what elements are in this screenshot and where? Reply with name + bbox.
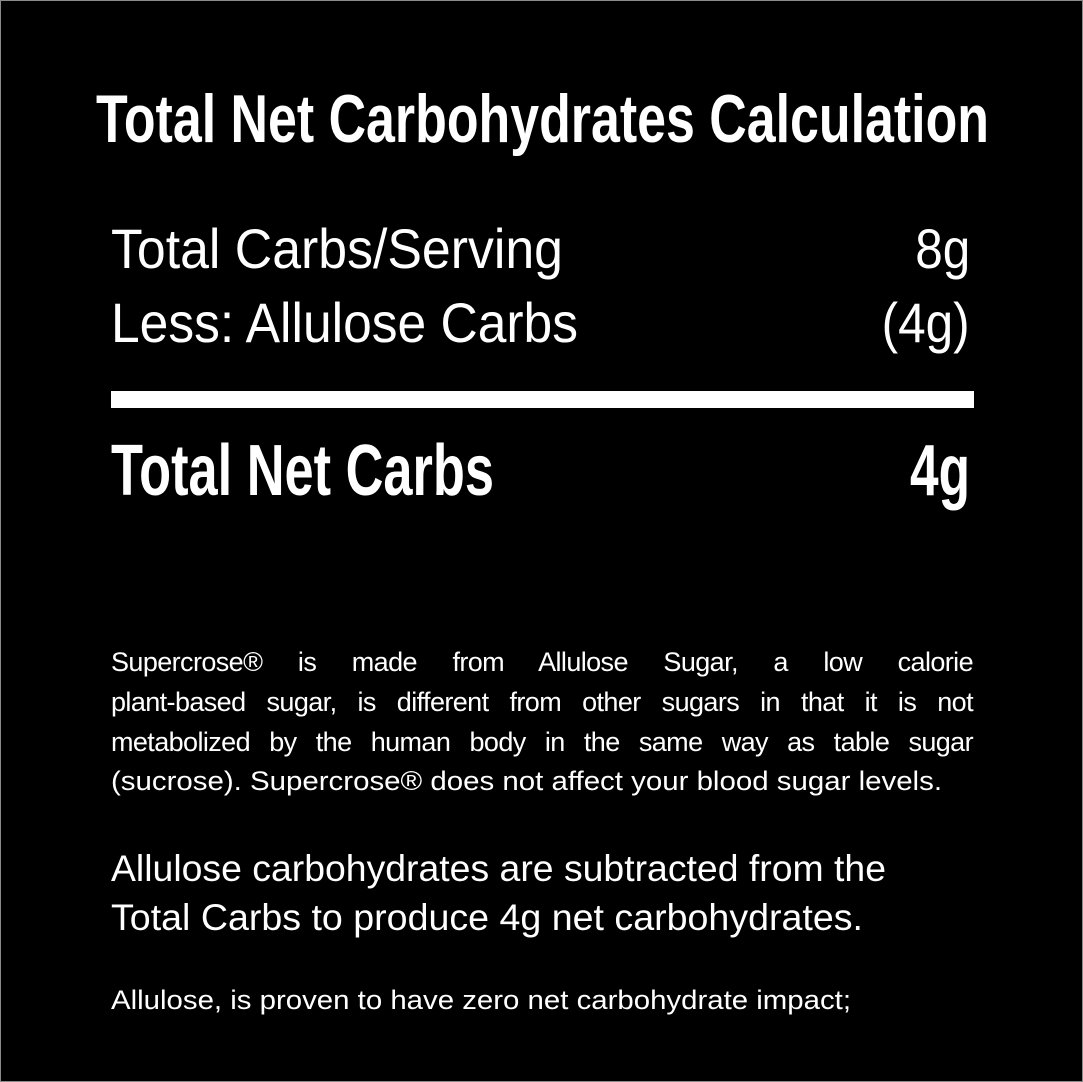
divider-bar [111, 391, 974, 408]
description-line: metabolized by the human body in the sam… [111, 727, 974, 757]
total-net-carbs-value: 4g [910, 431, 970, 511]
row-label-allulose-carbs: Less: Allulose Carbs [111, 291, 578, 354]
explanation-line: Allulose carbohydrates are subtracted fr… [111, 848, 886, 889]
description-line: (sucrose). Supercrose® does not affect y… [111, 766, 943, 796]
explanation-line: Total Carbs to produce 4g net carbohydra… [111, 897, 864, 938]
row-label-total-carbs: Total Carbs/Serving [111, 217, 563, 280]
description-line: plant-based sugar, is different from oth… [111, 687, 974, 717]
footnote: Allulose, is proven to have zero net car… [111, 985, 851, 1015]
row-value-allulose-carbs: (4g) [882, 291, 970, 354]
page-title: Total Net Carbohydrates Calculation [96, 81, 989, 157]
row-value-total-carbs: 8g [915, 217, 970, 280]
total-net-carbs-label: Total Net Carbs [111, 431, 494, 511]
description-line: Supercrose® is made from Allulose Sugar,… [111, 647, 974, 677]
